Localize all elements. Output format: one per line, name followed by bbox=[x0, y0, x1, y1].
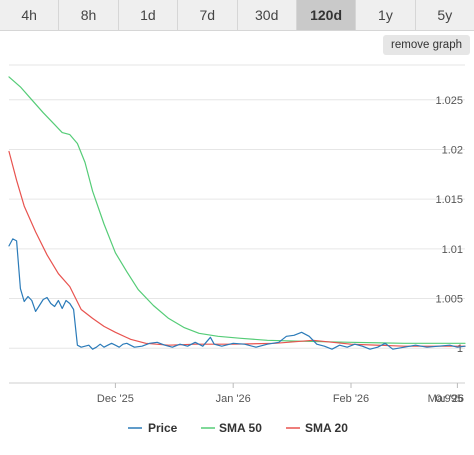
tab-4h[interactable]: 4h bbox=[0, 0, 60, 30]
chart-legend: Price SMA 50 SMA 20 bbox=[128, 421, 348, 435]
x-axis: Dec '25 Jan '26 Feb '26 Mar '26 bbox=[9, 382, 465, 405]
legend-label[interactable]: Price bbox=[148, 421, 178, 435]
chart-series bbox=[8, 76, 466, 350]
legend-label[interactable]: SMA 20 bbox=[305, 421, 348, 435]
tab-5y[interactable]: 5y bbox=[437, 7, 453, 23]
y-tick-label: 1.005 bbox=[435, 294, 463, 306]
y-tick-label: 1.02 bbox=[442, 144, 463, 156]
x-tick-label: Mar '26 bbox=[428, 393, 464, 405]
y-tick-label: 1 bbox=[457, 343, 463, 355]
y-tick-label: 1.025 bbox=[435, 95, 463, 107]
timeframe-tabs: 4h 8h 1d 7d 30d 120d 1y 5y bbox=[0, 0, 474, 31]
y-tick-label: 1.01 bbox=[442, 244, 463, 256]
series-line-price bbox=[8, 238, 466, 350]
tab-7d[interactable]: 7d bbox=[178, 0, 238, 30]
x-tick-label: Jan '26 bbox=[216, 393, 251, 405]
y-axis: 0.995 1 1.005 1.01 1.015 1.02 1.025 bbox=[435, 95, 463, 405]
tab-30d[interactable]: 30d bbox=[238, 0, 297, 30]
remove-graph-button[interactable]: remove graph bbox=[383, 35, 470, 55]
tab-1y[interactable]: 1y bbox=[356, 0, 416, 30]
x-tick-label: Dec '25 bbox=[97, 393, 134, 405]
y-tick-label: 0.995 bbox=[435, 393, 463, 405]
tab-120d[interactable]: 120d bbox=[296, 0, 357, 30]
series-line-sma-50 bbox=[8, 76, 466, 344]
tab-1d[interactable]: 1d bbox=[119, 0, 179, 30]
tab-8h[interactable]: 8h bbox=[59, 0, 119, 30]
legend-label[interactable]: SMA 50 bbox=[219, 421, 262, 435]
x-tick-label: Feb '26 bbox=[333, 393, 369, 405]
chart-grid bbox=[9, 64, 465, 349]
y-tick-label: 1.015 bbox=[435, 194, 463, 206]
